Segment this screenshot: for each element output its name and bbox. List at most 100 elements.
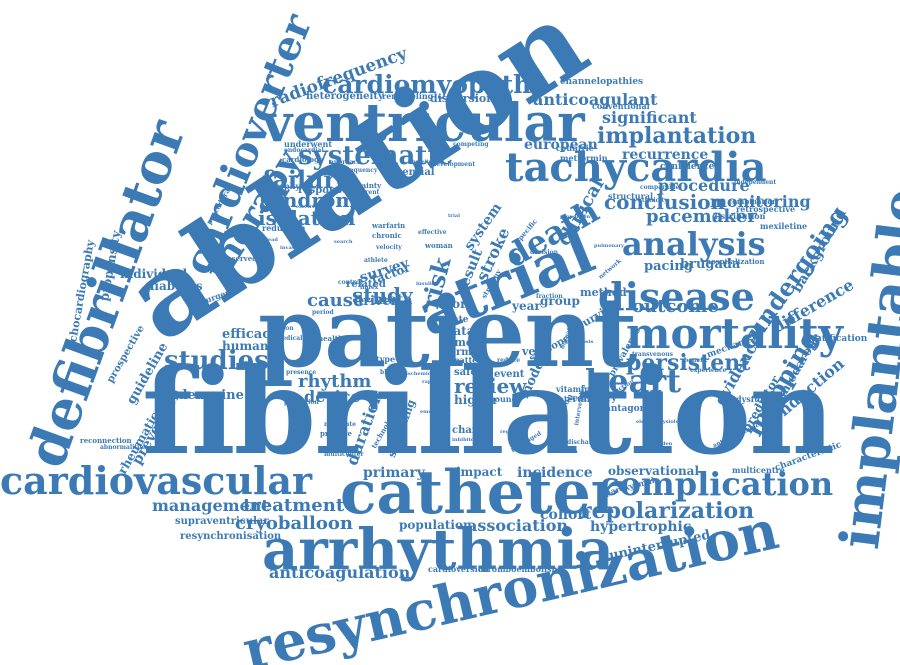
word-chronic: chronic (372, 231, 402, 240)
word-insulin: insulin (416, 281, 436, 287)
word-heterogeneity: heterogeneity (306, 91, 384, 102)
word-mortality: mortality (626, 309, 843, 358)
word-transvenous: transvenous (632, 351, 673, 358)
word-brugada: brugada (680, 257, 741, 272)
word-outcome: outcome (632, 296, 719, 317)
word-moderate: moderate (324, 421, 357, 428)
word-cardioversion: cardioversion (428, 564, 489, 574)
word-genetic: genetic (320, 221, 341, 227)
word-option: option (272, 325, 294, 332)
word-study: study (352, 283, 413, 307)
word-independent: independent (734, 179, 777, 186)
word-potential: potential (384, 167, 435, 178)
word-interval: interval (555, 394, 590, 404)
word-conclusion: conclusion (604, 190, 726, 214)
word-observational: observational (608, 464, 700, 478)
word-coronary: coronary (572, 394, 617, 404)
word-competing: competing (453, 141, 489, 148)
word-benefit: benefit (684, 357, 708, 364)
word-related: related (346, 279, 386, 290)
word-individual: individual (120, 267, 188, 281)
word-retrospective: retrospective (736, 204, 796, 214)
word-development: development (432, 161, 476, 168)
word-adenosine: adenosine (170, 388, 244, 403)
word-reduce: reduce (497, 357, 521, 364)
word-underwent: underwent (284, 139, 333, 149)
word-driver: driver (354, 294, 398, 309)
word-antagonist: antagonist (605, 404, 659, 414)
word-period: period (312, 309, 334, 316)
word-european: european (524, 137, 598, 153)
word-countries: countrie (556, 143, 594, 153)
word-experience: experience (690, 367, 727, 374)
word-persistent: persistent (626, 350, 751, 376)
word-health: health (318, 334, 344, 343)
word-warfarin: warfarin (372, 221, 406, 230)
word-fraction: fraction (536, 293, 563, 300)
word-disease: disease (598, 274, 755, 319)
word-monitoring: monitoring (710, 192, 811, 211)
word-discharge: discharge (567, 439, 600, 446)
word-metformin: metformin (560, 153, 608, 163)
word-dystrophy: dystrophy (256, 181, 301, 191)
word-athlete: athlete (364, 257, 388, 264)
word-remodeling: remodeling (382, 91, 434, 101)
word-frequency: frequency (344, 167, 378, 174)
word-control: control (338, 279, 363, 286)
word-hypertrophic: hypertrophic (590, 519, 692, 535)
word-rate: rate (448, 315, 469, 325)
word-significant: significant (602, 108, 697, 127)
word-cause: cause (307, 290, 365, 311)
word-electrophysiology: electrophysiology (636, 419, 686, 425)
word-event: event (494, 369, 525, 380)
word-impact: impact (456, 465, 503, 479)
word-ethnicity: ethnicity (638, 197, 668, 204)
word-incidence: incidence (517, 465, 593, 481)
word-pattern: pattern (454, 355, 488, 365)
word-isolation: isolation (258, 206, 356, 230)
word-confidence: confidence (660, 162, 715, 172)
word-change: change (452, 425, 493, 436)
word-cardiovascular: cardiovascular (0, 458, 313, 503)
word-systematic: systematic (298, 141, 454, 171)
word-pacing: pacing (644, 259, 693, 274)
word-abnormalities: abnormalities (100, 444, 147, 451)
word-quality: quality (364, 392, 399, 402)
word-cardiomyopathy: cardiomyopathy (322, 70, 546, 99)
word-combination: combination (728, 197, 778, 206)
word-data: data (445, 324, 475, 338)
word-contact: contact (498, 337, 519, 343)
word-effective: effective (418, 229, 447, 236)
word-novel: novel (480, 377, 495, 383)
word-medical: medical (276, 335, 303, 342)
word-fibrillation: fibrillation (142, 342, 835, 481)
word-anticoagulation: anticoagulation (269, 563, 411, 582)
word-dysfunction: dysfunction (736, 394, 789, 404)
word-emergency: emergency (420, 409, 451, 415)
word-vein: vein (522, 345, 548, 358)
word-association: association (467, 516, 569, 535)
word-proportion: proportion (560, 214, 591, 220)
word-velocity: velocity (376, 244, 402, 251)
word-prognosis: prognosis (566, 339, 594, 345)
word-failure: failure (262, 165, 352, 194)
word-hospitalization: hospitalization (706, 257, 765, 266)
word-population: population (399, 518, 472, 532)
word-efficacy: efficacy (222, 327, 278, 342)
word-rapid: rapid (422, 379, 437, 385)
word-cohort: cohort (540, 507, 592, 523)
word-arrhythmia: arrhythmia (262, 517, 614, 583)
word-complication: complication (600, 465, 834, 503)
word-electrical: electrical (296, 204, 323, 210)
word-pulmonary: pulmonary (594, 243, 625, 249)
word-recurrence: recurrence (622, 147, 709, 163)
word-supraventricular: supraventricular (175, 516, 269, 527)
word-procedure: procedure (658, 176, 750, 195)
word-practice: practice (320, 429, 352, 438)
word-young: young (490, 394, 518, 404)
word-management: management (152, 496, 269, 515)
word-ventricular: ventricular (262, 93, 585, 154)
word-syndrome: syndrome (260, 188, 370, 212)
word-heart: heart (585, 362, 681, 400)
word-treatment: treatment (243, 495, 345, 516)
